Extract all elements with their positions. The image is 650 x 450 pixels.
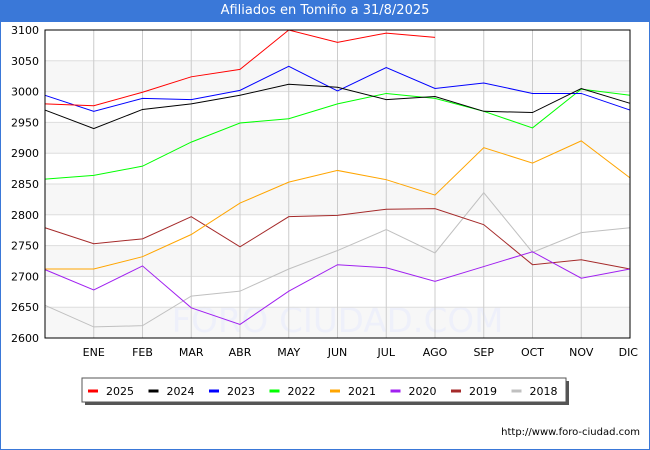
- legend-label: 2021: [348, 385, 376, 398]
- y-tick-label: 2750: [11, 240, 39, 253]
- legend-label: 2019: [469, 385, 497, 398]
- y-tick-label: 2800: [11, 209, 39, 222]
- series-line-2019: [44, 208, 631, 270]
- x-tick-label: DIC: [619, 346, 639, 359]
- y-tick-label: 2700: [11, 270, 39, 283]
- x-tick-label: SEP: [473, 346, 494, 359]
- y-tick-label: 2900: [11, 147, 39, 160]
- legend-label: 2020: [409, 385, 437, 398]
- y-tick-label: 2950: [11, 116, 39, 129]
- x-tick-label: FEB: [132, 346, 153, 359]
- x-tick-label: ENE: [83, 346, 105, 359]
- source-url[interactable]: http://www.foro-ciudad.com: [501, 427, 640, 438]
- x-tick-label: ABR: [229, 346, 252, 359]
- legend-label: 2024: [167, 385, 195, 398]
- series-line-2025: [44, 29, 436, 107]
- legend-label: 2022: [288, 385, 316, 398]
- x-tick-label: JUN: [327, 346, 348, 359]
- legend-box: [81, 377, 567, 403]
- x-tick-label: JUL: [377, 346, 396, 359]
- x-tick-label: AGO: [423, 346, 448, 359]
- y-tick-label: 3000: [11, 86, 39, 99]
- y-tick-label: 3050: [11, 55, 39, 68]
- y-tick-label: 2850: [11, 178, 39, 191]
- legend: 2025 2024 2023 2022 2021 2020 2019 2018: [81, 377, 569, 405]
- x-tick-label: MAY: [277, 346, 300, 359]
- series-line-2018: [44, 191, 631, 328]
- series-line-2021: [45, 140, 631, 270]
- x-tick-label: NOV: [569, 346, 594, 359]
- legend-label: 2023: [227, 385, 255, 398]
- y-tick-label: 3100: [11, 24, 39, 37]
- x-tick-label: MAR: [179, 346, 204, 359]
- legend-label: 2025: [106, 385, 134, 398]
- series-line-2022: [44, 88, 631, 180]
- x-tick-label: OCT: [521, 346, 544, 359]
- plot-border: [44, 29, 631, 339]
- series-line-2024: [44, 83, 631, 130]
- legend-label: 2018: [530, 385, 558, 398]
- y-tick-label: 2600: [11, 332, 39, 345]
- chart-title: Afiliados en Tomiño a 31/8/2025: [0, 0, 650, 22]
- series-line-2023: [44, 65, 631, 112]
- y-tick-label: 2650: [11, 301, 39, 314]
- series-line-2020: [44, 251, 631, 326]
